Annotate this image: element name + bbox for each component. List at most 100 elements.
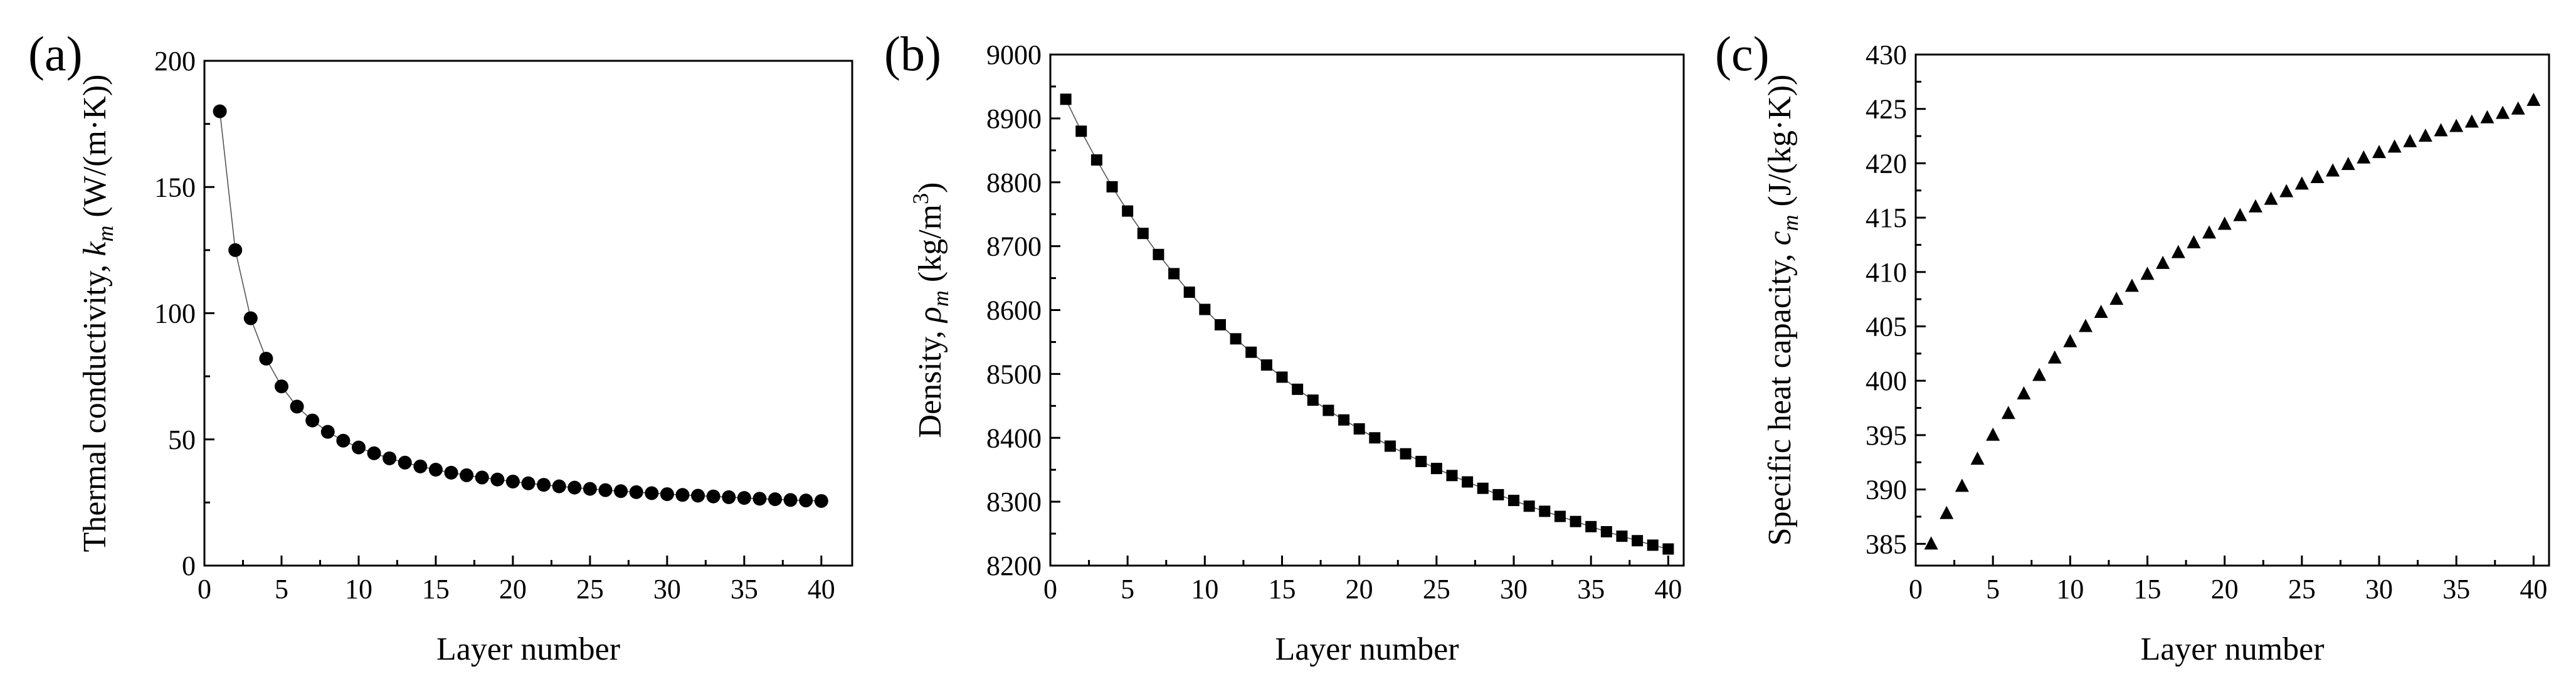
y-tick-label: 415 [1866, 203, 1907, 233]
plot-frame [1914, 53, 2550, 567]
y-tick-label: 8800 [986, 167, 1042, 198]
data-point [274, 379, 288, 394]
y-tick-label: 8300 [986, 487, 1042, 517]
data-point [428, 463, 443, 477]
x-tick-label: 0 [198, 574, 211, 604]
data-point [336, 433, 351, 448]
data-point [398, 455, 412, 470]
y-tick-label: 100 [154, 298, 196, 329]
y-tick-label: 8400 [986, 423, 1042, 453]
data-point [1384, 440, 1396, 452]
x-tick-label: 30 [653, 574, 681, 604]
data-point [1508, 495, 1520, 507]
data-point [567, 480, 582, 495]
y-tick-label: 8200 [986, 551, 1042, 581]
data-point [1523, 500, 1535, 512]
y-tick-label: 395 [1866, 420, 1907, 451]
data-point [2449, 119, 2464, 132]
data-point [1199, 303, 1211, 315]
data-point [1307, 394, 1319, 406]
data-point [2078, 319, 2093, 332]
data-point [537, 478, 551, 492]
x-tick-label: 30 [1500, 574, 1528, 604]
data-point [1060, 93, 1072, 105]
data-point [1570, 515, 1581, 527]
data-point [1245, 346, 1257, 358]
data-point [1477, 482, 1489, 494]
data-point [1122, 205, 1134, 217]
x-axis-label: Layer number [2140, 631, 2324, 667]
series-line [1065, 98, 1669, 550]
data-point [1106, 181, 1118, 193]
data-point [1400, 448, 1412, 460]
data-point [2156, 255, 2170, 269]
data-point [1585, 520, 1597, 532]
data-point [2171, 245, 2185, 258]
y-tick-label: 405 [1866, 312, 1907, 342]
chart-panel-0: 0 5 10 15 20 25 30 35 40 0 50 100 150 200 Layer number… [28, 26, 853, 667]
data-point [2357, 150, 2371, 164]
panel-label: (b) [884, 26, 941, 81]
data-point [2464, 114, 2479, 128]
y-axis-label: Specific heat capacity, cm (J/(kg·K)) [1762, 75, 1803, 546]
data-point [2047, 350, 2062, 364]
chart-panel-1: 0 5 10 15 20 25 30 35 40 8200 8300 8400 8500 8600 8700… [884, 26, 1685, 667]
data-point [737, 491, 751, 505]
data-point [1616, 530, 1628, 542]
x-tick-label: 20 [499, 574, 527, 604]
x-tick-label: 15 [1269, 574, 1296, 604]
plot-frame [1049, 53, 1685, 567]
data-point [444, 465, 458, 480]
x-tick-label: 40 [808, 574, 835, 604]
data-point [475, 470, 489, 485]
data-point [2480, 110, 2494, 124]
data-point [243, 311, 258, 325]
data-point [1632, 535, 1644, 547]
data-point [1183, 286, 1195, 298]
y-tick-label: 9000 [986, 40, 1042, 70]
x-axis-label: Layer number [1275, 631, 1459, 667]
data-point [1986, 427, 2000, 441]
data-point [614, 484, 628, 498]
series-line [219, 111, 821, 502]
data-point [1090, 154, 1102, 166]
y-tick-label: 200 [154, 46, 196, 76]
data-point [1446, 470, 1458, 482]
y-tick-label: 430 [1866, 40, 1907, 70]
data-point [2294, 176, 2309, 190]
x-tick-label: 35 [1577, 574, 1605, 604]
data-point [2526, 92, 2541, 106]
data-point [2001, 406, 2015, 419]
chart-panel-2: 0 5 10 15 20 25 30 35 40 385 390 395 400 405 410 415 420… [1715, 26, 2550, 667]
y-tick-label: 150 [154, 172, 196, 203]
data-point [783, 493, 798, 507]
x-tick-label: 25 [576, 574, 604, 604]
data-point [2496, 105, 2510, 119]
data-point [2372, 145, 2387, 159]
data-point [2310, 169, 2325, 183]
x-tick-label: 25 [2288, 574, 2316, 604]
y-tick-label: 50 [168, 425, 196, 455]
y-axis-label: Thermal conductivity, km (W/(m·K)) [77, 75, 118, 552]
y-tick-label: 410 [1866, 257, 1907, 288]
x-tick-label: 5 [1121, 574, 1134, 604]
data-point [2434, 123, 2448, 137]
data-point [2248, 199, 2262, 213]
data-point [2264, 191, 2278, 205]
data-point [490, 472, 505, 487]
data-point [413, 459, 428, 473]
data-point [1075, 125, 1087, 137]
x-tick-label: 40 [2520, 574, 2547, 604]
data-point [351, 440, 366, 455]
data-point [1970, 451, 1985, 465]
y-tick-label: 425 [1866, 94, 1907, 125]
data-point [1492, 488, 1504, 500]
x-tick-label: 20 [1346, 574, 1373, 604]
data-point [367, 446, 381, 460]
data-point [2187, 235, 2201, 248]
data-point [645, 486, 659, 500]
y-tick-label: 420 [1866, 148, 1907, 179]
x-tick-label: 10 [345, 574, 372, 604]
x-tick-label: 35 [2442, 574, 2470, 604]
data-point [768, 492, 783, 507]
